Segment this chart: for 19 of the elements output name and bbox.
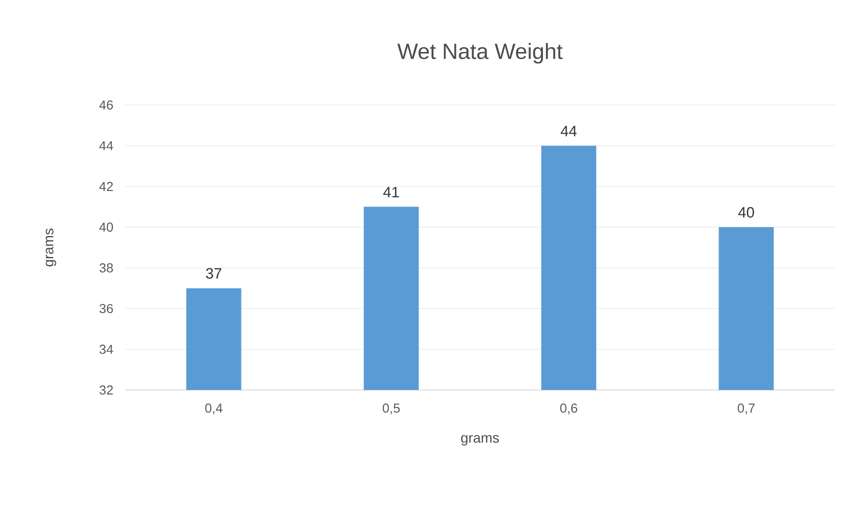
y-tick-label: 34 [100,344,114,354]
y-axis-title: grams [46,228,56,266]
y-tick-label: 38 [100,263,113,272]
y-tick-label: 40 [99,222,113,232]
data-label: 41 [383,186,399,198]
y-tick-label: 32 [100,385,113,395]
x-tick-label: 0,4 [205,404,222,414]
data-label: 37 [206,268,222,279]
y-tick-label: 46 [99,100,113,110]
chart-title: Wet Nata Weight [397,43,563,64]
y-tick-label: 42 [99,182,113,191]
x-axis-title: grams [461,435,499,446]
x-tick-label: 0,6 [560,404,578,414]
y-tick-label: 44 [99,141,114,150]
x-tick-label: 0,5 [382,404,400,414]
data-label: 44 [560,126,577,136]
x-tick-label: 0,7 [738,404,755,414]
data-label: 40 [738,207,754,218]
y-tick-label: 36 [100,304,113,314]
